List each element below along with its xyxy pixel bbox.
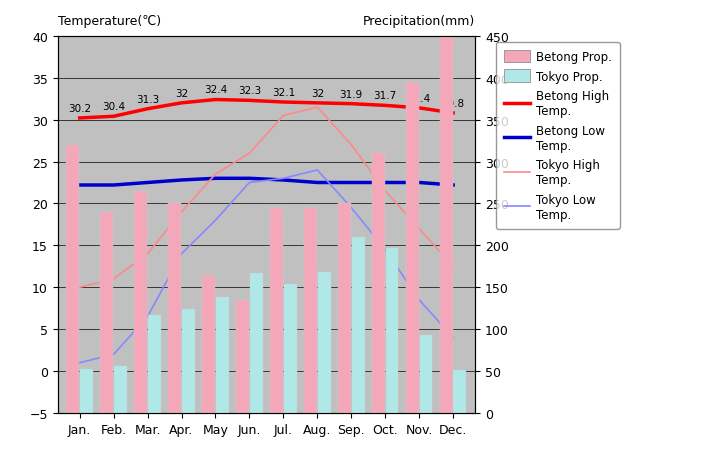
- Bar: [351, 237, 364, 413]
- Bar: [182, 309, 195, 413]
- Text: 31.4: 31.4: [408, 94, 431, 104]
- Text: 32: 32: [311, 89, 324, 99]
- Bar: [406, 83, 419, 413]
- Bar: [216, 298, 229, 413]
- Bar: [135, 191, 147, 413]
- Text: 30.2: 30.2: [68, 104, 91, 114]
- Bar: [202, 275, 215, 413]
- Bar: [236, 300, 249, 413]
- Text: 30.4: 30.4: [102, 102, 125, 112]
- Text: 31.7: 31.7: [374, 91, 397, 101]
- Text: 32.1: 32.1: [271, 88, 295, 98]
- Bar: [304, 208, 317, 413]
- Bar: [148, 315, 161, 413]
- Bar: [80, 369, 93, 413]
- Text: 30.8: 30.8: [441, 99, 464, 109]
- Bar: [372, 154, 385, 413]
- Text: 31.9: 31.9: [340, 90, 363, 100]
- Text: 32: 32: [175, 89, 188, 99]
- Bar: [168, 204, 181, 413]
- Text: Temperature(℃): Temperature(℃): [58, 15, 161, 28]
- Bar: [386, 248, 398, 413]
- Bar: [270, 208, 283, 413]
- Text: 32.3: 32.3: [238, 86, 261, 96]
- Text: Precipitation(mm): Precipitation(mm): [363, 15, 475, 28]
- Text: 32.4: 32.4: [204, 85, 227, 95]
- Text: 31.3: 31.3: [136, 95, 159, 105]
- Bar: [114, 366, 127, 413]
- Bar: [100, 213, 113, 413]
- Bar: [440, 37, 453, 413]
- Bar: [284, 284, 297, 413]
- Bar: [66, 146, 79, 413]
- Bar: [318, 273, 330, 413]
- Bar: [250, 274, 263, 413]
- Bar: [420, 336, 433, 413]
- Bar: [454, 370, 467, 413]
- Bar: [338, 204, 351, 413]
- Legend: Betong Prop., Tokyo Prop., Betong High
Temp., Betong Low
Temp., Tokyo High
Temp.: Betong Prop., Tokyo Prop., Betong High T…: [495, 43, 620, 229]
